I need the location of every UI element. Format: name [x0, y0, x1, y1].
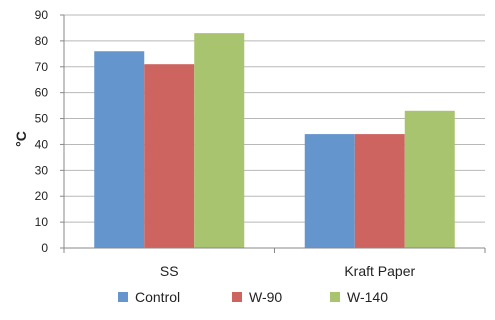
y-tick-label: 50: [35, 112, 49, 126]
legend-label: W-140: [347, 289, 388, 305]
y-tick-label: 30: [35, 163, 49, 177]
bar-w-90-ss: [144, 64, 195, 248]
bar-w-140-ss: [194, 33, 245, 248]
y-tick-label: 20: [35, 189, 49, 203]
legend-label: W-90: [249, 289, 282, 305]
x-category-labels: SS Kraft Paper: [160, 263, 416, 279]
legend-swatch: [232, 292, 242, 302]
y-tick-label: 80: [35, 34, 49, 48]
legend-label: Control: [135, 289, 180, 305]
y-tick-label: 60: [35, 86, 49, 100]
legend: Control W-90 W-140: [118, 289, 388, 305]
x-category-label: SS: [160, 263, 179, 279]
legend-swatch: [118, 292, 128, 302]
bar-control-ss: [94, 51, 145, 248]
y-tick-label: 70: [35, 60, 49, 74]
bars: [94, 33, 455, 249]
bar-w-140-kraft-paper: [404, 110, 455, 249]
x-category-label: Kraft Paper: [344, 263, 415, 279]
y-tick-label: 40: [35, 137, 49, 151]
y-tick-label: 0: [41, 241, 48, 255]
bar-control-kraft-paper: [304, 134, 355, 248]
legend-swatch: [330, 292, 340, 302]
axes: [60, 14, 486, 253]
y-tick-label: 90: [35, 8, 49, 22]
y-tick-label: 10: [35, 215, 49, 229]
bar-w-90-kraft-paper: [354, 134, 405, 248]
y-tick-labels: 0 10 20 30 40 50 60 70 80 90: [35, 8, 49, 255]
y-axis-label: °C: [13, 131, 29, 147]
